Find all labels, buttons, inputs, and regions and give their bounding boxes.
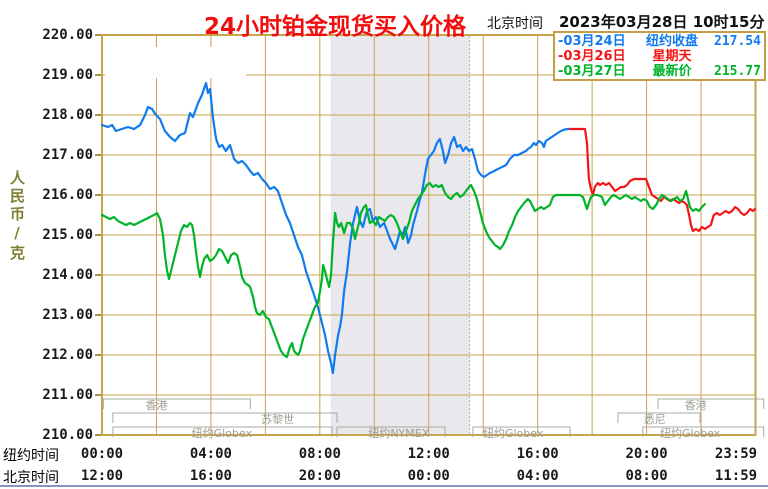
x-tick-label: 20:00 — [625, 446, 668, 462]
session-label: 纽约Globex — [191, 427, 252, 440]
session-bracket — [617, 412, 701, 423]
x-tick-label: 00:00 — [80, 446, 124, 462]
y-tick-label: 210.00 — [42, 427, 93, 443]
x-tick-label: 23:59 — [714, 446, 758, 462]
legend-row-1: -03月26日 星期天 — [558, 49, 760, 64]
session-bracket — [657, 398, 765, 409]
legend-row-0: -03月24日 纽约收盘 217.54 — [558, 34, 761, 49]
white-patch — [105, 47, 246, 78]
session-label: 悉尼 — [643, 413, 666, 426]
session-label: 香港 — [145, 399, 168, 412]
legend-label: 纽约收盘 — [645, 34, 698, 49]
y-tick-label: 220.00 — [42, 27, 93, 43]
page-title: 24小时铂金现货买入价格 — [204, 14, 467, 40]
y-tick-label: 214.00 — [42, 267, 93, 283]
session-label: 香港 — [684, 399, 707, 412]
x-tick-label: 00:00 — [407, 468, 450, 484]
y-tick-label: 219.00 — [42, 67, 93, 83]
x-tick-label: 11:59 — [714, 468, 758, 484]
legend-date: -03月24日 — [558, 34, 626, 49]
session-bracket — [472, 426, 571, 437]
x-tick-label: 12:00 — [80, 468, 124, 484]
legend-label: 最新价 — [652, 64, 692, 79]
y-axis-unit-label: 人民币/克 — [8, 170, 26, 263]
session-bracket — [336, 426, 446, 437]
session-bracket — [112, 412, 338, 423]
legend-date: -03月26日 — [558, 49, 626, 64]
plot-border — [101, 34, 757, 436]
legend-date: -03月27日 — [558, 64, 626, 79]
series-line-1 — [568, 127, 757, 233]
y-tick-label: 215.00 — [42, 227, 93, 243]
y-tick-label: 217.00 — [42, 147, 93, 163]
x-tick-label: 12:00 — [407, 446, 450, 462]
x-tick-label: 16:00 — [516, 446, 559, 462]
x-tick-label: 04:00 — [189, 446, 232, 462]
series-line-2 — [100, 181, 707, 359]
session-bracket — [102, 398, 251, 409]
session-bracket — [112, 426, 333, 437]
y-tick-label: 216.00 — [42, 187, 93, 203]
y-tick-label: 218.00 — [42, 107, 93, 123]
legend-value: 217.54 — [714, 34, 761, 49]
x-tick-label: 08:00 — [625, 468, 668, 484]
x-tick-label: 20:00 — [298, 468, 341, 484]
session-label: 纽约NYMEX — [368, 427, 430, 440]
beijing-time-row-label: 北京时间 — [3, 470, 59, 486]
session-label: 纽约Globex — [482, 427, 544, 440]
session-bracket — [642, 426, 765, 437]
x-tick-label: 16:00 — [189, 468, 232, 484]
series-line-0 — [100, 81, 572, 375]
session-label: 纽约Globex — [659, 427, 721, 440]
y-tick-label: 211.00 — [42, 387, 93, 403]
y-tick-label: 212.00 — [42, 347, 93, 363]
legend-row-2: -03月27日 最新价 215.77 — [558, 64, 761, 79]
y-tick-label: 213.00 — [42, 307, 93, 323]
current-datetime: 2023年03月28日 10时15分 — [559, 13, 765, 31]
x-tick-label: 08:00 — [298, 446, 341, 462]
legend-box: -03月24日 纽约收盘 217.54 -03月26日 星期天 -03月27日 最新价 215… — [553, 31, 766, 81]
legend-label: 星期天 — [652, 49, 692, 64]
legend-value: 215.77 — [714, 64, 761, 79]
session-label: 苏黎世 — [261, 413, 295, 426]
ny-time-row-label: 纽约时间 — [3, 448, 59, 464]
beijing-time-label: 北京时间 — [487, 16, 543, 32]
bottom-divider — [0, 485, 768, 487]
x-tick-label: 04:00 — [516, 468, 559, 484]
